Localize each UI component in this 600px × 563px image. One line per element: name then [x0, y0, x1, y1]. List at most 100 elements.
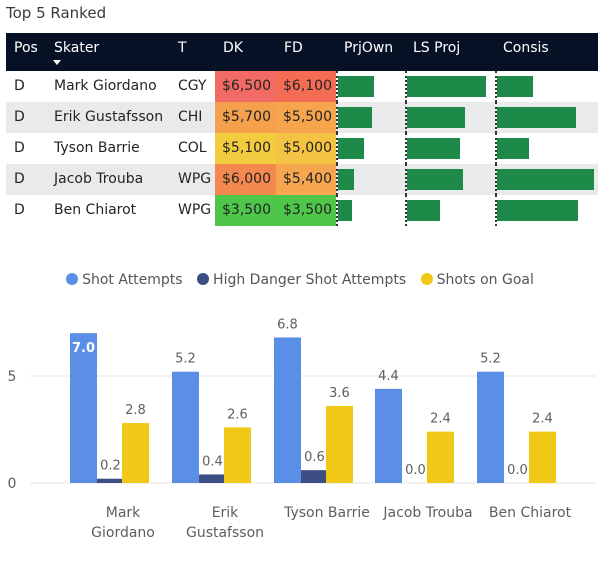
legend-label: Shot Attempts — [82, 272, 183, 288]
cell-consis — [495, 195, 598, 226]
bar-high-danger — [199, 474, 226, 483]
prjown-bar — [338, 169, 354, 190]
legend-item-shot-attempts[interactable]: Shot Attempts — [66, 272, 183, 288]
prjown-bar — [338, 76, 374, 97]
consis-bar — [497, 200, 578, 221]
cell-lsproj — [405, 133, 495, 164]
page-title: Top 5 Ranked — [6, 4, 107, 22]
cell-lsproj — [405, 102, 495, 133]
table-row[interactable]: D Ben Chiarot WPG $3,500 $3,500 — [6, 195, 598, 226]
col-prjown-header[interactable]: PrjOwn — [344, 40, 394, 56]
data-label: 4.4 — [378, 369, 399, 384]
cell-lsproj — [405, 195, 495, 226]
consis-bar — [497, 138, 529, 159]
x-tick-label: Jacob Trouba — [382, 505, 472, 521]
cell-skater: Tyson Barrie — [54, 140, 140, 156]
prjown-bar — [338, 200, 352, 221]
prjown-bar — [338, 107, 372, 128]
consis-bar — [497, 76, 533, 97]
data-label: 2.8 — [125, 403, 146, 418]
cell-pos: D — [14, 202, 25, 218]
cell-prjown — [336, 102, 405, 133]
cell-pos: D — [14, 140, 25, 156]
x-tick-label: Mark — [106, 505, 141, 521]
cell-dk-salary: $3,500 — [215, 195, 276, 226]
cell-dk-salary: $5,700 — [215, 102, 276, 133]
cell-pos: D — [14, 109, 25, 125]
cell-pos: D — [14, 171, 25, 187]
cell-consis — [495, 164, 598, 195]
bar-shots-on-goal — [122, 423, 149, 483]
legend-label: Shots on Goal — [436, 272, 534, 288]
cell-prjown — [336, 133, 405, 164]
table-row[interactable]: D Jacob Trouba WPG $6,000 $5,400 — [6, 164, 598, 195]
cell-fd-salary: $5,500 — [276, 102, 336, 133]
data-label: 0.6 — [304, 450, 325, 465]
legend-dot-icon — [66, 273, 79, 285]
bar-shots-on-goal — [224, 427, 251, 483]
cell-prjown — [336, 195, 405, 226]
legend-dot-icon — [197, 273, 210, 285]
table-row[interactable]: D Erik Gustafsson CHI $5,700 $5,500 — [6, 102, 598, 133]
bar-shot-attempts — [477, 371, 504, 483]
lsproj-bar — [407, 76, 486, 97]
col-team-header[interactable]: T — [178, 40, 187, 56]
table-row[interactable]: D Tyson Barrie COL $5,100 $5,000 — [6, 133, 598, 164]
x-tick-label: Giordano — [91, 525, 155, 541]
table-row[interactable]: D Mark Giordano CGY $6,500 $6,100 — [6, 71, 598, 102]
data-label: 6.8 — [277, 317, 298, 332]
lsproj-bar — [407, 200, 440, 221]
legend-label: High Danger Shot Attempts — [213, 272, 407, 288]
bar-shot-attempts — [375, 388, 402, 483]
col-skater-header[interactable]: Skater — [46, 33, 170, 71]
cell-prjown — [336, 164, 405, 195]
cell-pos: D — [14, 78, 25, 94]
cell-fd-salary: $3,500 — [276, 195, 336, 226]
data-label: 2.4 — [532, 412, 553, 427]
col-dk-header[interactable]: DK — [223, 40, 243, 56]
bar-shot-attempts — [274, 337, 301, 483]
data-label: 0.0 — [507, 463, 528, 478]
col-pos-header[interactable]: Pos — [14, 40, 38, 56]
bar-high-danger — [301, 470, 328, 483]
y-tick-label: 5 — [8, 369, 17, 385]
lsproj-bar — [407, 169, 463, 190]
cell-skater: Mark Giordano — [54, 78, 157, 94]
cell-team: WPG — [178, 171, 212, 187]
cell-prjown — [336, 71, 405, 102]
y-tick-label: 0 — [8, 476, 17, 492]
cell-dk-salary: $5,100 — [215, 133, 276, 164]
col-consis-header[interactable]: Consis — [503, 40, 549, 56]
cell-lsproj — [405, 71, 495, 102]
cell-lsproj — [405, 164, 495, 195]
bar-shots-on-goal — [529, 431, 556, 483]
x-tick-label: Tyson Barrie — [283, 505, 370, 521]
cell-consis — [495, 71, 598, 102]
consis-bar — [497, 169, 594, 190]
legend-item-shots-on-goal[interactable]: Shots on Goal — [420, 272, 534, 288]
legend-dot-icon — [420, 273, 433, 285]
prjown-bar — [338, 138, 364, 159]
data-label: 0.4 — [202, 454, 223, 469]
data-label: 7.0 — [72, 341, 95, 356]
data-label: 0.0 — [405, 463, 426, 478]
col-fd-header[interactable]: FD — [284, 40, 303, 56]
consis-bar — [497, 107, 576, 128]
cell-dk-salary: $6,500 — [215, 71, 276, 102]
col-lsproj-header[interactable]: LS Proj — [413, 40, 461, 56]
lsproj-bar — [407, 107, 465, 128]
cell-dk-salary: $6,000 — [215, 164, 276, 195]
cell-fd-salary: $5,400 — [276, 164, 336, 195]
cell-skater: Erik Gustafsson — [54, 109, 164, 125]
cell-team: CGY — [178, 78, 207, 94]
lsproj-bar — [407, 138, 460, 159]
cell-consis — [495, 133, 598, 164]
bar-shot-attempts — [172, 371, 199, 483]
data-label: 5.2 — [480, 352, 501, 367]
data-label: 2.4 — [430, 412, 451, 427]
bar-shots-on-goal — [427, 431, 454, 483]
bar-high-danger — [97, 478, 124, 483]
cell-fd-salary: $5,000 — [276, 133, 336, 164]
bar-shots-on-goal — [326, 405, 353, 483]
legend-item-high-danger[interactable]: High Danger Shot Attempts — [197, 272, 406, 288]
